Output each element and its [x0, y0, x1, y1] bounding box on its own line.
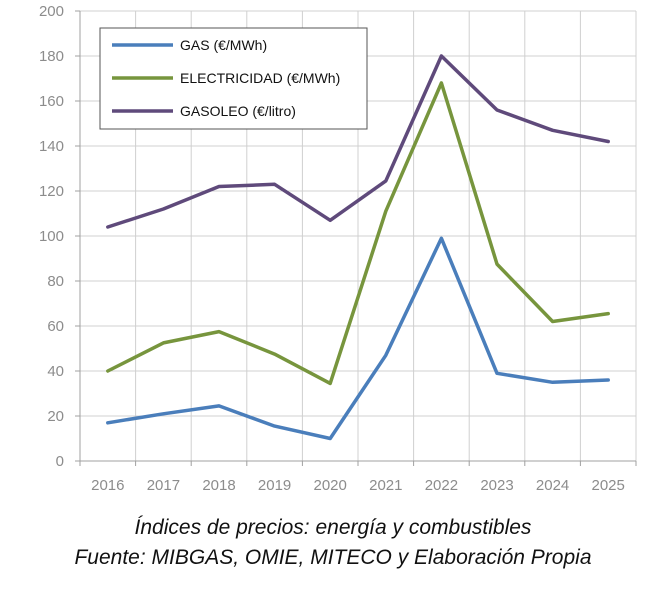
x-tick-label: 2016: [91, 477, 124, 494]
y-tick-label: 120: [39, 183, 64, 200]
legend-label-gasoleo: GASOLEO (€/litro): [180, 103, 296, 119]
axes: 0 20 40 60 80 100 120 140 160 180 200 2016 2017 2018 2…: [39, 3, 637, 494]
y-tick-label: 140: [39, 138, 64, 155]
series-lines: [106, 54, 610, 441]
x-tick-label: 2017: [147, 477, 180, 494]
legend: GAS (€/MWh) ELECTRICIDAD (€/MWh) GASOLEO…: [99, 27, 368, 130]
y-tick-label: 180: [39, 48, 64, 65]
series-line-gasoleo: [106, 54, 610, 229]
y-tick-label: 20: [47, 408, 64, 425]
y-tick-label: 60: [47, 318, 64, 335]
x-tick-label: 2024: [536, 477, 569, 494]
caption-title: Índices de precios: energía y combustibl…: [134, 516, 532, 539]
y-tick-label: 160: [39, 93, 64, 110]
x-tick-label: 2019: [258, 477, 291, 494]
series-line-gas: [106, 236, 610, 441]
legend-label-gas: GAS (€/MWh): [180, 37, 267, 53]
series-line-electricidad: [106, 81, 610, 386]
y-tick-label: 0: [56, 453, 64, 470]
x-tick-label: 2022: [425, 477, 458, 494]
y-tick-label: 80: [47, 273, 64, 290]
legend-label-electricidad: ELECTRICIDAD (€/MWh): [180, 70, 340, 86]
y-tick-label: 100: [39, 228, 64, 245]
y-tick-label: 200: [39, 3, 64, 20]
x-tick-label: 2021: [369, 477, 402, 494]
x-tick-label: 2020: [314, 477, 347, 494]
y-tick-label: 40: [47, 363, 64, 380]
x-tick-label: 2025: [592, 477, 625, 494]
x-tick-label: 2023: [480, 477, 513, 494]
caption-source: Fuente: MIBGAS, OMIE, MITECO y Elaboraci…: [74, 546, 592, 569]
line-chart: 0 20 40 60 80 100 120 140 160 180 200 2016 2017 2018 2…: [39, 3, 637, 494]
x-tick-label: 2018: [202, 477, 235, 494]
